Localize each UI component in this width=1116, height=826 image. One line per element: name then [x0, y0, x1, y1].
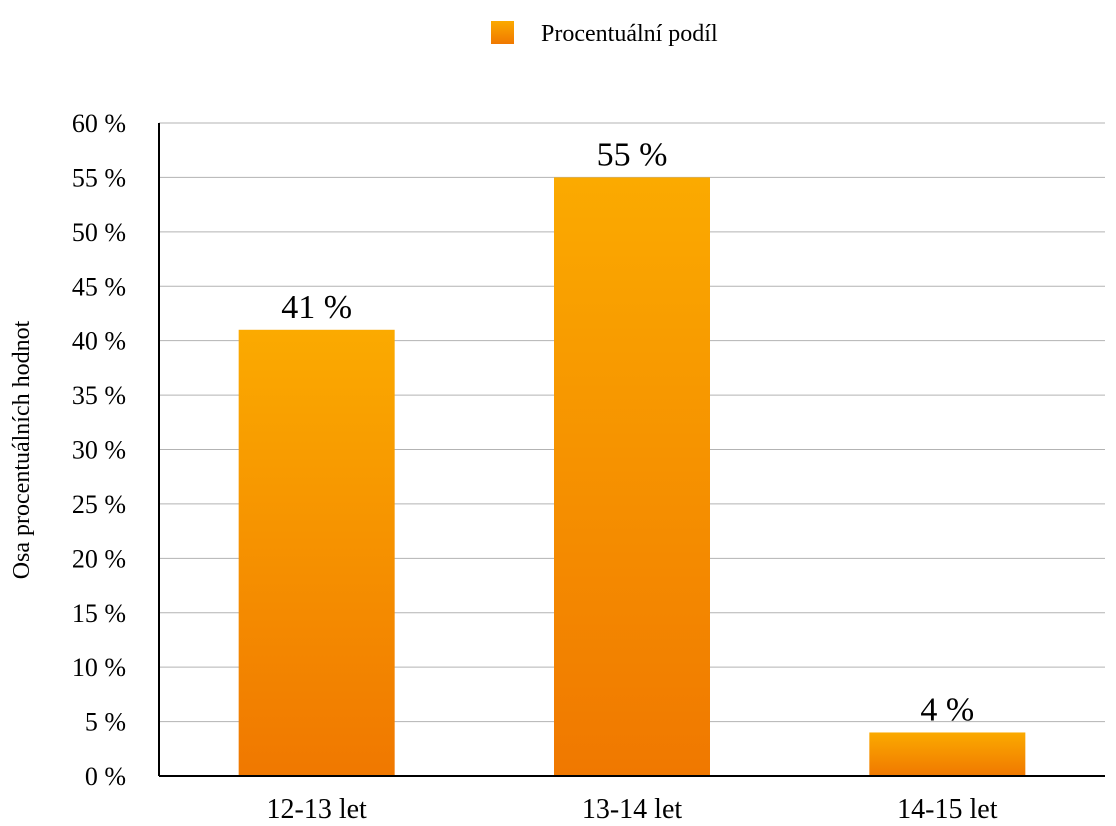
- y-tick-label: 0 %: [85, 762, 126, 791]
- bar: [554, 177, 710, 776]
- y-axis-ticks: 0 % 5 % 10 % 15 % 20 % 25 % 30 % 35 % 40 % 45 % 50…: [72, 109, 126, 791]
- bar-data-label: 4 %: [920, 691, 974, 728]
- y-tick-label: 10 %: [72, 653, 126, 682]
- y-tick-label: 30 %: [72, 436, 126, 465]
- y-tick-label: 45 %: [72, 272, 126, 301]
- bar: [869, 732, 1026, 776]
- y-tick-label: 55 %: [72, 163, 126, 192]
- y-tick-label: 50 %: [72, 218, 126, 247]
- y-tick-label: 20 %: [72, 544, 126, 573]
- legend-label: Procentuální podíl: [541, 21, 718, 47]
- x-category-label: 13-14 let: [582, 794, 683, 825]
- bars: [238, 177, 1026, 776]
- data-labels: 41 % 55 % 4 %: [281, 136, 974, 728]
- x-category-label: 14-15 let: [897, 794, 998, 825]
- y-tick-label: 15 %: [72, 599, 126, 628]
- y-axis-title: Osa procentuálních hodnot: [9, 320, 35, 579]
- y-tick-label: 35 %: [72, 381, 126, 410]
- x-category-label: 12-13 let: [267, 794, 368, 825]
- legend-swatch: [491, 21, 514, 44]
- y-tick-label: 5 %: [85, 708, 126, 737]
- y-tick-label: 40 %: [72, 327, 126, 356]
- y-tick-label: 25 %: [72, 490, 126, 519]
- y-tick-label: 60 %: [72, 109, 126, 138]
- legend: Procentuální podíl: [491, 21, 718, 47]
- bar: [238, 329, 395, 776]
- bar-data-label: 55 %: [597, 136, 668, 173]
- x-axis-labels: 12-13 let 13-14 let 14-15 let: [267, 794, 998, 825]
- bar-data-label: 41 %: [281, 289, 352, 326]
